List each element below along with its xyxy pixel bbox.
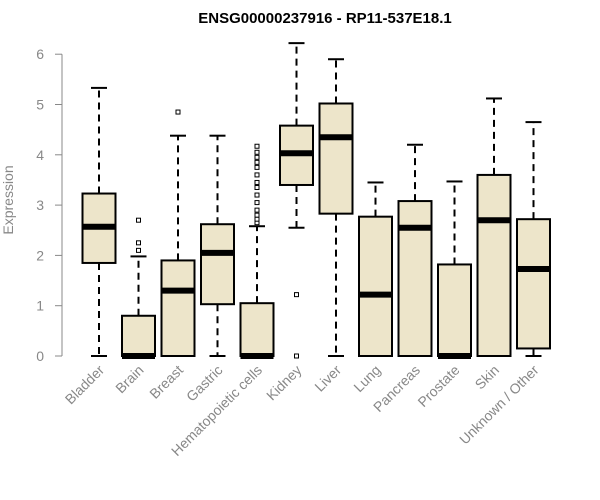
outlier-point bbox=[254, 159, 260, 165]
y-tick-label-6: 6 bbox=[36, 46, 44, 62]
box-rect bbox=[516, 218, 551, 350]
box-rect bbox=[437, 263, 472, 358]
outlier-point bbox=[175, 109, 181, 115]
box-rect bbox=[121, 314, 156, 358]
box-rect bbox=[397, 200, 433, 357]
box-rect bbox=[200, 223, 235, 306]
outlier-point bbox=[136, 240, 141, 246]
outlier-point bbox=[254, 143, 260, 149]
y-tick-label-5: 5 bbox=[36, 97, 44, 113]
outlier-point bbox=[254, 184, 260, 190]
outlier-point bbox=[254, 172, 260, 178]
outlier-point bbox=[294, 292, 299, 298]
x-label-prostate: Prostate bbox=[414, 362, 462, 410]
box-rect bbox=[160, 259, 196, 357]
y-axis: 0 1 2 3 4 5 6 bbox=[36, 46, 63, 364]
box-brain bbox=[121, 217, 156, 359]
x-label-breast: Breast bbox=[146, 362, 186, 402]
outlier-point bbox=[254, 212, 260, 218]
plot-area bbox=[81, 42, 551, 359]
outlier-point bbox=[254, 164, 260, 170]
box-lung bbox=[358, 181, 393, 357]
box-liver bbox=[318, 58, 354, 357]
outlier-point bbox=[254, 149, 260, 155]
chart-title: ENSG00000237916 - RP11-537E18.1 bbox=[198, 10, 452, 27]
box-gastric bbox=[200, 134, 235, 357]
y-tick-label-2: 2 bbox=[36, 247, 44, 263]
box-rect bbox=[318, 102, 354, 215]
outlier-point bbox=[136, 247, 141, 253]
x-label-lung: Lung bbox=[350, 362, 383, 395]
box-unknown-other bbox=[516, 121, 551, 357]
y-axis-label: Expression bbox=[0, 165, 16, 234]
y-tick-label-0: 0 bbox=[36, 348, 44, 364]
y-tick-label-3: 3 bbox=[36, 197, 44, 213]
x-label-liver: Liver bbox=[311, 362, 344, 395]
box-bladder bbox=[81, 86, 117, 357]
outlier-point bbox=[294, 353, 299, 359]
x-label-brain: Brain bbox=[112, 362, 146, 396]
box-kidney bbox=[279, 42, 314, 359]
outlier-point bbox=[254, 200, 260, 206]
outlier-point bbox=[136, 217, 141, 223]
box-rect bbox=[239, 302, 275, 357]
box-skin bbox=[476, 97, 512, 357]
outlier-point bbox=[254, 192, 260, 198]
x-label-bladder: Bladder bbox=[62, 362, 108, 408]
outlier-point bbox=[254, 207, 260, 213]
x-label-kidney: Kidney bbox=[263, 362, 305, 404]
box-hematopoietic-cells bbox=[239, 143, 275, 359]
outlier-point bbox=[254, 216, 260, 222]
x-label-skin: Skin bbox=[472, 362, 503, 393]
box-rect bbox=[358, 215, 393, 357]
y-tick-label-4: 4 bbox=[36, 147, 44, 163]
box-pancreas bbox=[397, 143, 433, 357]
y-tick-label-1: 1 bbox=[36, 298, 44, 314]
box-breast bbox=[160, 109, 196, 357]
box-rect bbox=[476, 173, 512, 357]
outlier-point bbox=[254, 179, 260, 185]
box-prostate bbox=[437, 180, 472, 359]
outlier-point bbox=[254, 154, 260, 160]
